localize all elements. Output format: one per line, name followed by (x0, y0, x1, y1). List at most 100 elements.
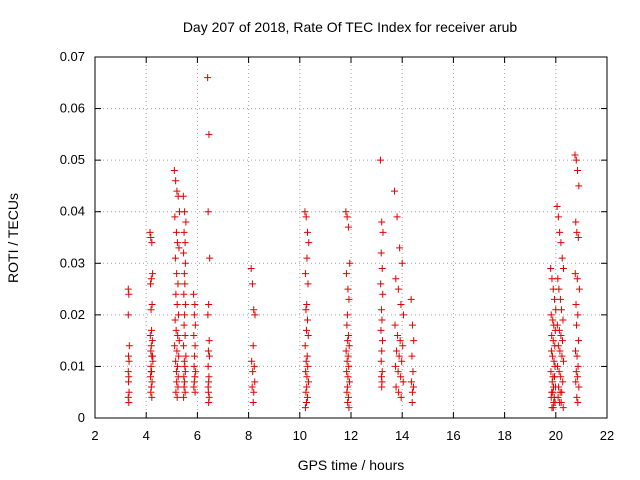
data-point (342, 208, 350, 216)
data-point (571, 270, 579, 278)
data-point (575, 182, 583, 190)
data-point (173, 239, 181, 247)
data-point (304, 362, 312, 370)
data-point (574, 373, 582, 381)
data-point (180, 249, 188, 257)
data-point (148, 337, 156, 345)
data-point (378, 347, 386, 355)
data-point (553, 203, 561, 211)
x-tick-label: 2 (91, 428, 98, 443)
data-point (190, 331, 198, 339)
data-point (249, 368, 257, 376)
data-point (397, 373, 405, 381)
data-point (549, 337, 557, 345)
data-point (377, 280, 385, 288)
data-point (574, 362, 582, 370)
data-point (303, 228, 311, 236)
data-point (395, 388, 403, 396)
data-point (396, 244, 404, 252)
data-point (173, 378, 181, 386)
data-point (192, 368, 200, 376)
data-point (180, 383, 188, 391)
data-point (146, 331, 154, 339)
data-point (146, 228, 154, 236)
data-point (575, 285, 583, 293)
data-point (573, 352, 581, 360)
data-point (345, 404, 353, 412)
data-point (180, 342, 188, 350)
data-point (190, 362, 198, 370)
data-point (554, 213, 562, 221)
data-point (250, 388, 258, 396)
data-point (557, 239, 565, 247)
data-point (555, 383, 563, 391)
data-point (205, 352, 213, 360)
data-point (124, 393, 132, 401)
data-point (398, 259, 406, 267)
data-point (148, 301, 156, 309)
data-point (378, 383, 386, 391)
data-point (559, 316, 567, 324)
data-point (394, 331, 402, 339)
data-point (378, 218, 386, 226)
data-point (558, 254, 566, 262)
data-point (181, 239, 189, 247)
data-point (181, 280, 189, 288)
y-tick-label: 0.03 (60, 255, 85, 270)
data-point (173, 301, 181, 309)
data-point (305, 378, 313, 386)
x-tick-label: 20 (549, 428, 563, 443)
data-point (149, 270, 157, 278)
data-point (377, 249, 385, 257)
data-point (251, 311, 259, 319)
data-point (409, 383, 417, 391)
y-tick-label: 0.01 (60, 358, 85, 373)
data-point (204, 383, 212, 391)
data-point (392, 383, 400, 391)
data-point (344, 337, 352, 345)
data-point (180, 270, 188, 278)
data-point (191, 342, 199, 350)
data-point (148, 393, 156, 401)
data-point (125, 388, 133, 396)
data-point (558, 352, 566, 360)
data-point (378, 368, 386, 376)
data-point (410, 337, 418, 345)
y-tick-label: 0.05 (60, 152, 85, 167)
data-point (173, 393, 181, 401)
data-point (555, 285, 563, 293)
data-point (302, 368, 310, 376)
data-point (344, 285, 352, 293)
data-point (304, 331, 312, 339)
data-point (247, 264, 255, 272)
data-point (548, 378, 556, 386)
data-point (147, 368, 155, 376)
data-point (175, 244, 183, 252)
data-point (549, 388, 557, 396)
data-point (408, 321, 416, 329)
data-point (572, 378, 580, 386)
data-point (395, 352, 403, 360)
data-point (181, 208, 189, 216)
data-point (170, 166, 178, 174)
data-point (303, 383, 311, 391)
data-point (344, 352, 352, 360)
data-point (573, 228, 581, 236)
x-tick-label: 6 (194, 428, 201, 443)
data-point (343, 321, 351, 329)
data-point (147, 342, 155, 350)
data-point (554, 393, 562, 401)
data-point (180, 228, 188, 236)
data-point (547, 311, 555, 319)
data-point (555, 326, 563, 334)
data-point (174, 383, 182, 391)
data-point (393, 213, 401, 221)
data-point (302, 326, 310, 334)
data-point (399, 378, 407, 386)
data-point (305, 239, 313, 247)
data-point (557, 331, 565, 339)
data-point (191, 301, 199, 309)
data-point (248, 280, 256, 288)
data-point (190, 378, 198, 386)
data-point (182, 301, 190, 309)
